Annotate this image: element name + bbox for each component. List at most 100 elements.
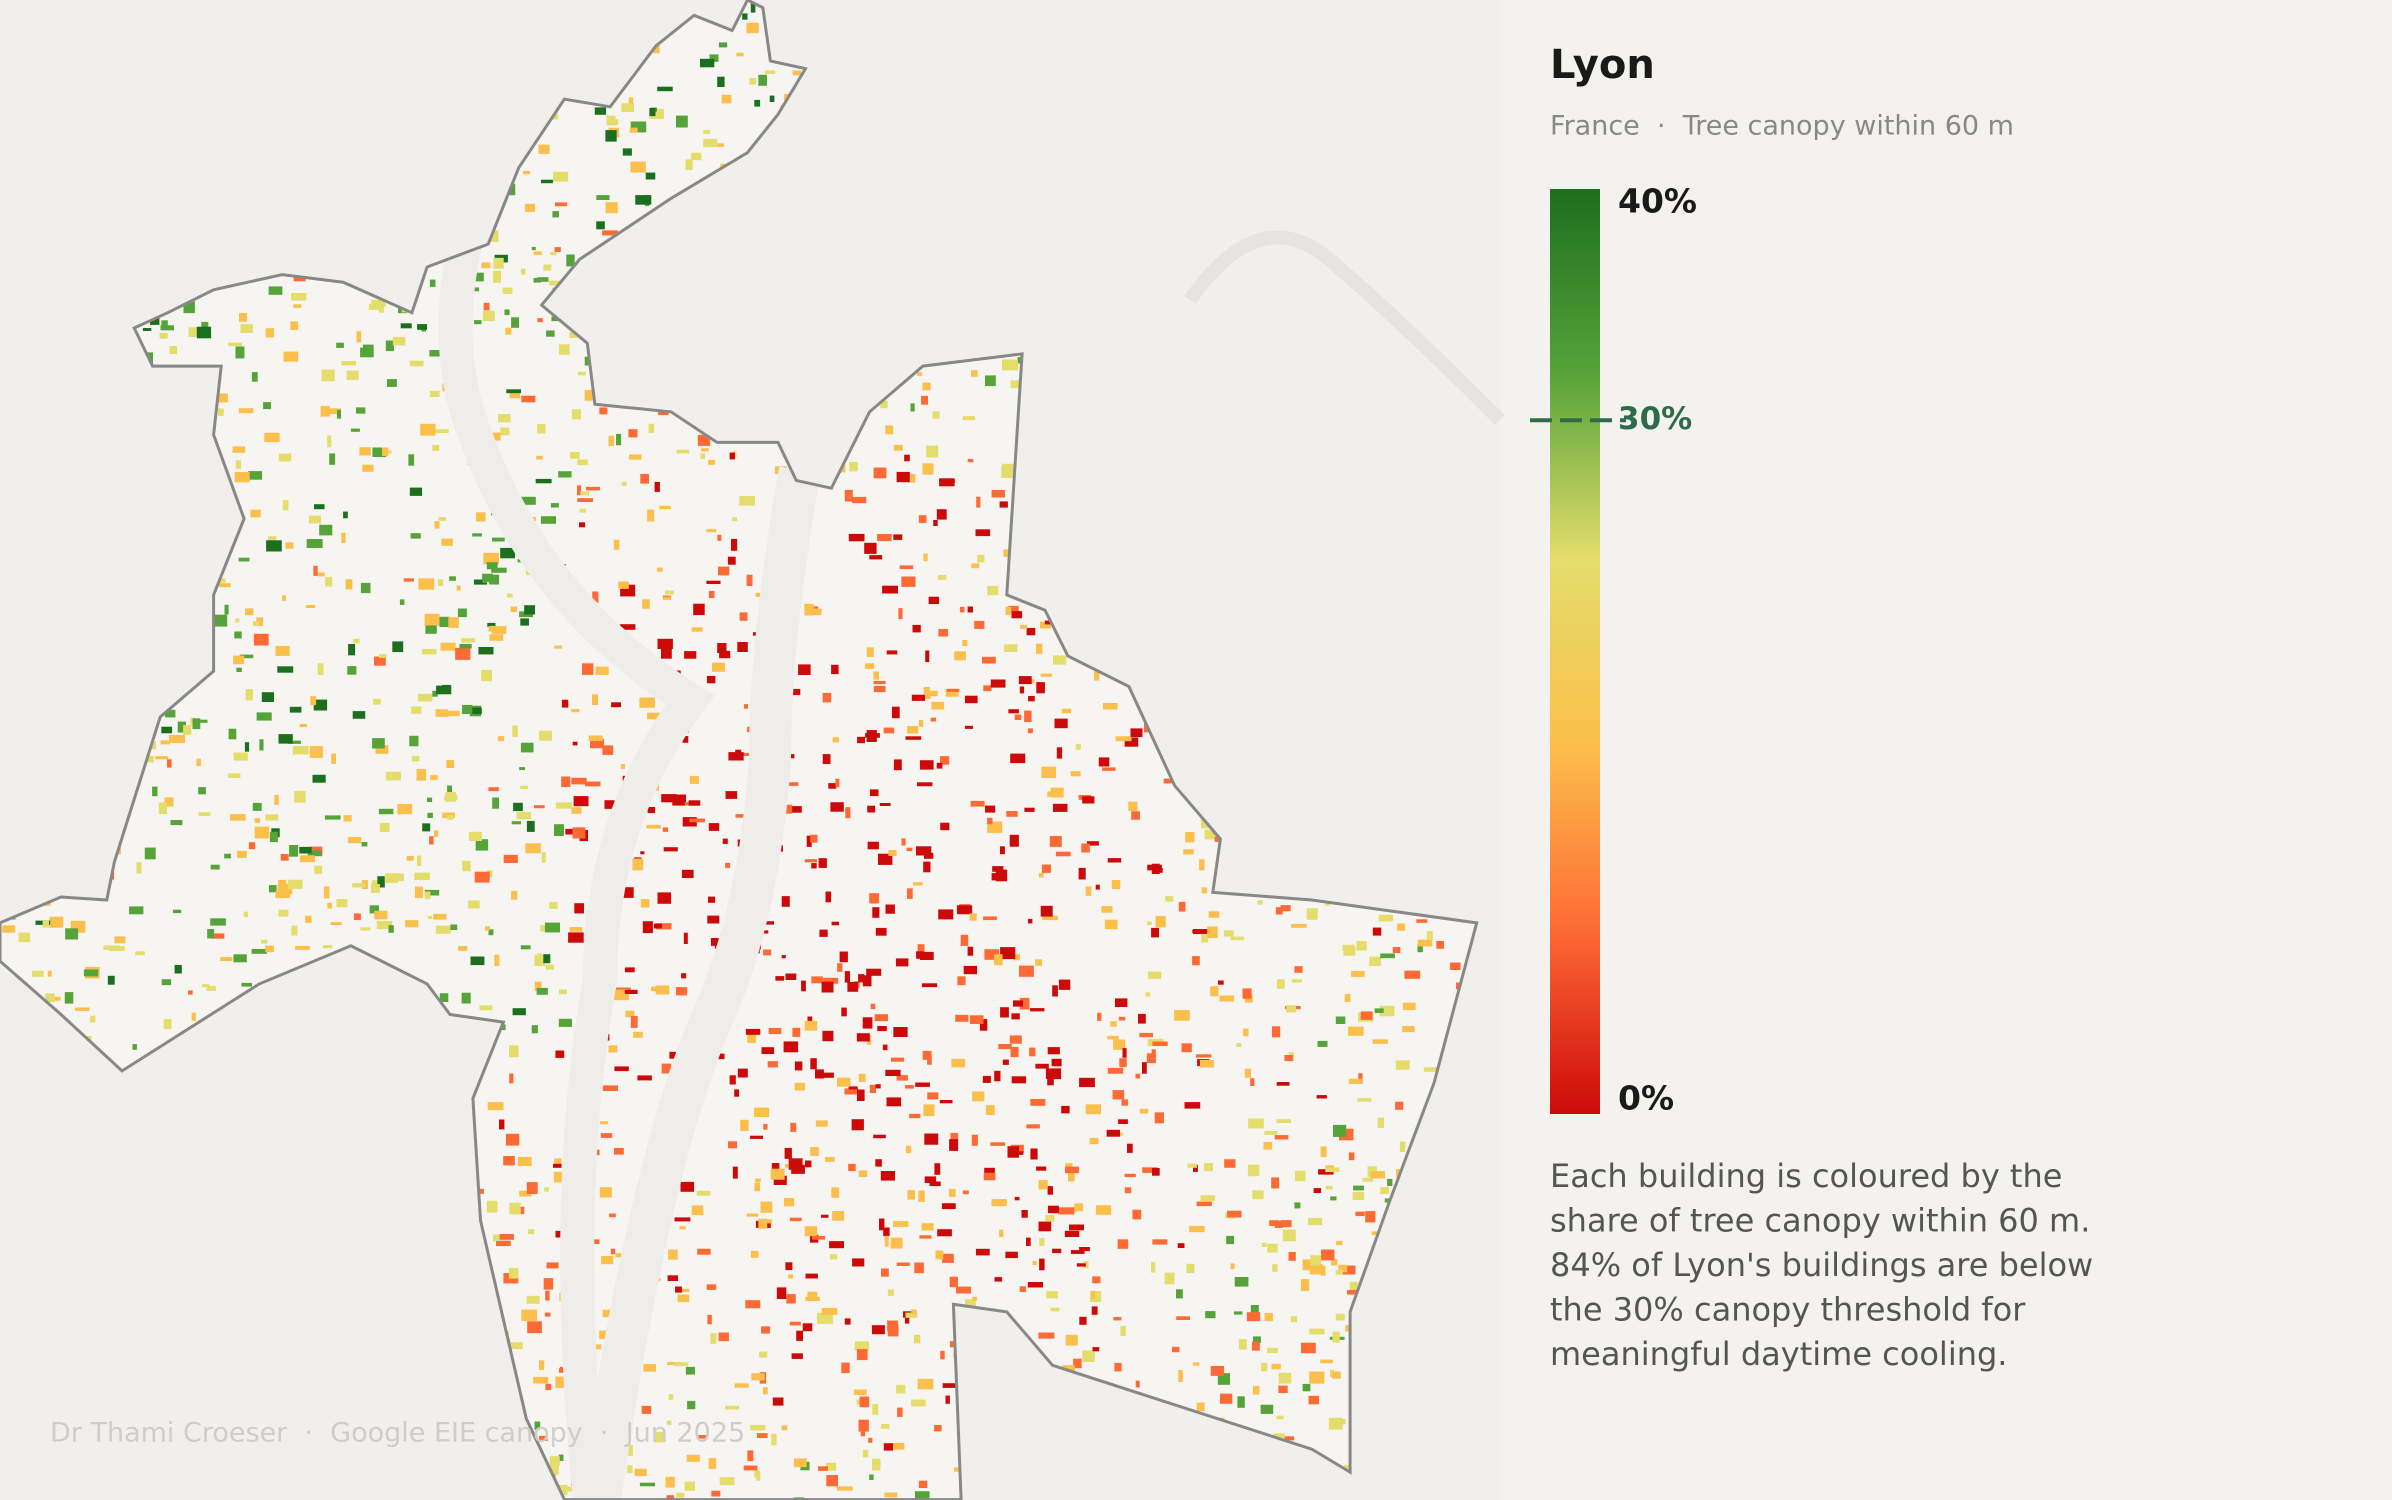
building — [893, 1442, 905, 1450]
building — [269, 831, 278, 843]
building — [504, 309, 510, 316]
building — [1004, 644, 1018, 652]
building — [972, 1296, 977, 1301]
building — [1038, 1180, 1048, 1190]
building — [238, 557, 250, 562]
building — [341, 532, 346, 543]
building — [852, 1258, 865, 1267]
building — [737, 642, 748, 652]
building — [1335, 1269, 1343, 1275]
building — [1192, 1362, 1200, 1366]
building — [862, 975, 872, 987]
building — [491, 626, 507, 634]
building — [869, 1474, 874, 1480]
building — [869, 789, 879, 797]
building — [696, 1190, 711, 1196]
building — [751, 1373, 765, 1381]
building — [934, 1425, 942, 1432]
building — [129, 906, 144, 915]
building — [1121, 1099, 1129, 1106]
building — [1426, 931, 1433, 940]
building — [925, 690, 938, 697]
building — [521, 395, 536, 403]
building — [847, 982, 859, 992]
building — [879, 803, 891, 806]
building — [1053, 655, 1067, 665]
building — [708, 896, 716, 903]
building — [558, 1454, 564, 1461]
building — [1276, 1082, 1290, 1086]
building — [441, 538, 453, 546]
building — [829, 1241, 844, 1249]
building — [977, 554, 985, 563]
building — [161, 320, 168, 328]
building — [144, 847, 156, 860]
building — [509, 1342, 523, 1350]
building — [283, 351, 299, 362]
building — [474, 320, 482, 325]
building — [278, 453, 292, 462]
building — [990, 1142, 1006, 1146]
building — [261, 692, 274, 702]
building — [551, 316, 560, 322]
building — [152, 786, 158, 797]
building — [689, 818, 706, 823]
building — [601, 1256, 614, 1265]
building — [1300, 1279, 1310, 1291]
building — [1174, 1010, 1190, 1021]
building — [417, 324, 427, 330]
building — [783, 1041, 799, 1053]
building — [962, 1190, 969, 1195]
building — [1205, 1311, 1216, 1319]
building — [622, 148, 632, 156]
building — [1380, 953, 1395, 959]
building — [685, 159, 693, 170]
building — [918, 1480, 928, 1488]
building — [857, 736, 865, 744]
building — [969, 1015, 984, 1024]
building — [482, 573, 493, 582]
building — [975, 1248, 990, 1256]
building — [233, 954, 247, 963]
description-line: share of tree canopy within 60 m. — [1550, 1202, 2090, 1240]
building — [424, 889, 440, 896]
building — [896, 1075, 908, 1081]
building — [784, 1147, 792, 1159]
building — [497, 736, 505, 742]
building — [932, 411, 940, 419]
building — [804, 859, 817, 863]
building — [1271, 1026, 1281, 1038]
building — [32, 970, 44, 977]
building — [893, 444, 903, 451]
building — [503, 1156, 515, 1166]
building — [1081, 843, 1090, 853]
building — [665, 590, 674, 595]
building — [926, 445, 939, 458]
building — [1352, 1192, 1365, 1200]
building — [1276, 1415, 1284, 1420]
building — [1291, 923, 1307, 928]
description-line: meaningful daytime cooling. — [1550, 1335, 2007, 1373]
building — [397, 804, 413, 815]
building — [703, 138, 718, 148]
building — [621, 481, 627, 486]
building — [875, 1084, 881, 1089]
building — [1058, 1207, 1075, 1215]
building — [691, 627, 703, 632]
building — [1114, 1362, 1122, 1372]
building — [830, 1254, 838, 1260]
building — [457, 608, 467, 618]
building — [600, 1133, 613, 1138]
building — [791, 1353, 803, 1359]
building — [769, 95, 775, 102]
building — [165, 709, 176, 718]
building — [667, 1275, 678, 1281]
building — [521, 1309, 537, 1321]
building — [651, 986, 664, 991]
building — [1379, 1005, 1395, 1017]
building — [509, 1073, 514, 1084]
building — [1042, 915, 1058, 921]
building — [936, 762, 943, 769]
building — [1119, 1058, 1127, 1067]
building — [305, 605, 316, 608]
